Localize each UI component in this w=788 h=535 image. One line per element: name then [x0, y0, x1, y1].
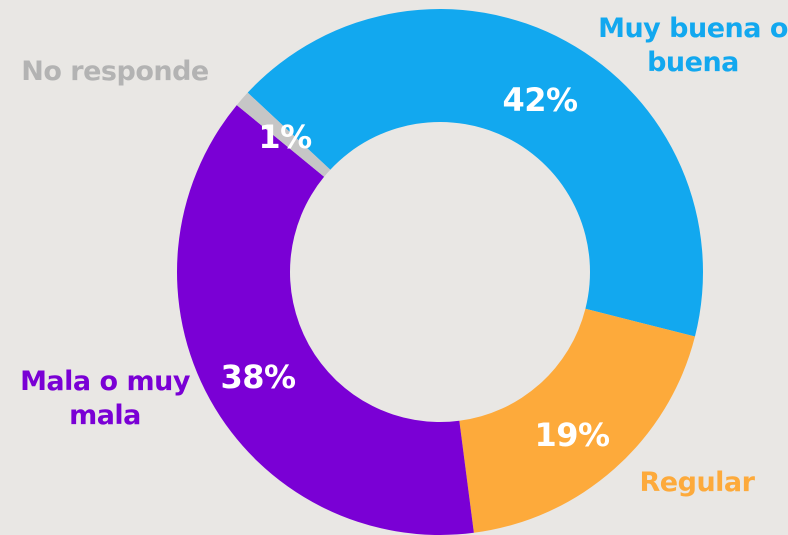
slice — [177, 105, 474, 535]
value-label: 42% — [502, 81, 578, 119]
category-label: Regular — [639, 467, 755, 498]
category-label: Muy buena o buena — [598, 13, 788, 78]
slice — [236, 92, 331, 177]
slice — [247, 9, 703, 337]
value-label: 38% — [220, 358, 296, 396]
slice — [459, 308, 695, 533]
category-label: Mala o muy mala — [20, 366, 190, 431]
value-label: 19% — [534, 416, 610, 454]
category-label: No responde — [21, 56, 209, 87]
value-label: 1% — [258, 118, 312, 156]
